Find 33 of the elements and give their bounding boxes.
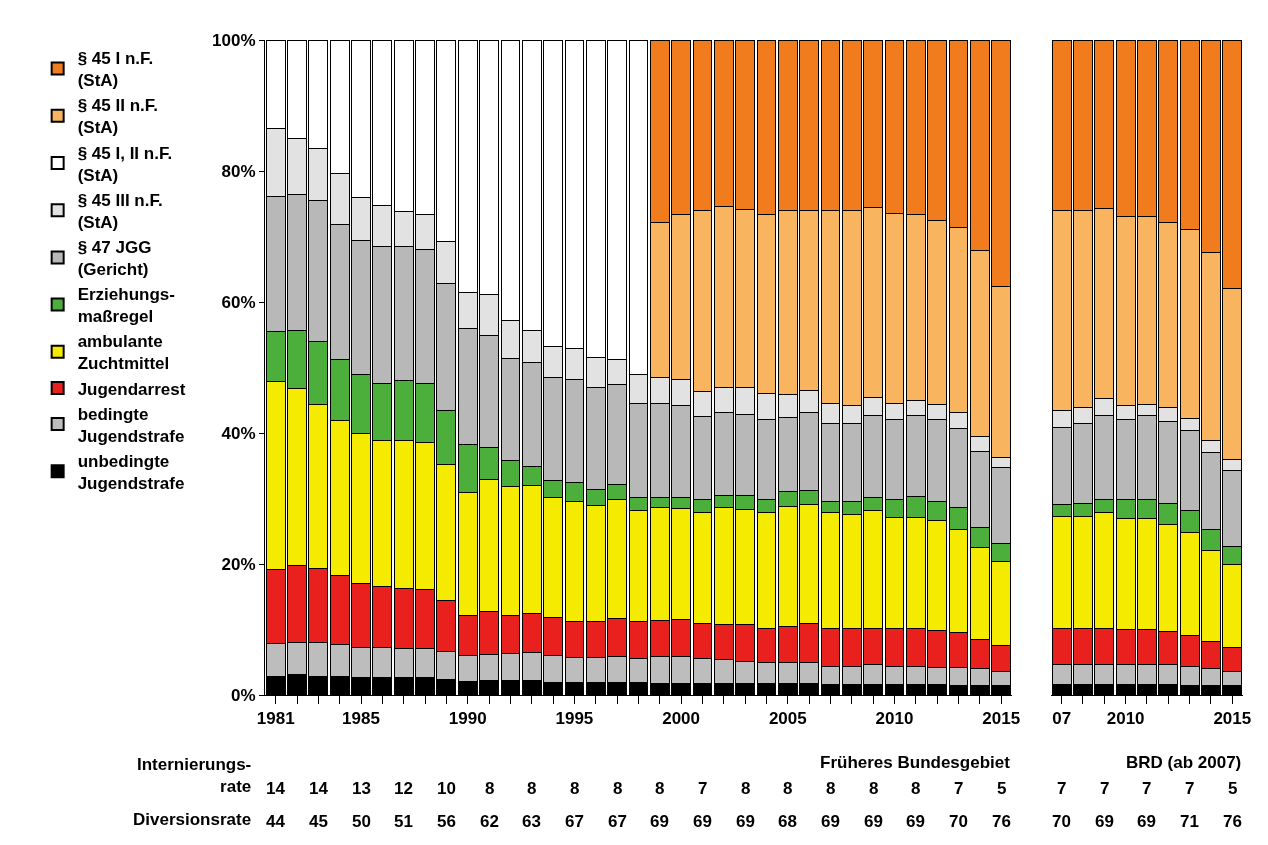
x-tick-label: 07: [1052, 709, 1072, 729]
x-tick-label: 2005: [768, 709, 807, 729]
y-tick-label: 40%: [221, 423, 256, 443]
text: Diversionsrate: [133, 810, 252, 829]
x-tick-label: 1990: [448, 709, 487, 729]
text: 7 7 7 7 5: [1057, 779, 1238, 798]
x-tick-label: 2010: [1106, 709, 1145, 729]
legend-label: § 45 II n.F. (StA): [77, 96, 158, 138]
legend-label: § 45 I, II n.F. (StA): [77, 143, 173, 185]
legend-label: ambulante Zuchtmittel: [77, 332, 170, 374]
text: Internierungs- rate: [137, 755, 252, 797]
y-tick-label: 80%: [221, 161, 256, 181]
legend-label: § 45 III n.F. (StA): [77, 190, 163, 232]
x-tick-label: 1995: [555, 709, 594, 729]
text: Früheres Bundesgebiet: [820, 753, 1011, 772]
y-tick-label: 60%: [221, 292, 256, 312]
text: BRD (ab 2007): [1126, 753, 1242, 772]
y-tick-label: 0%: [231, 685, 256, 705]
x-tick-label: 2010: [875, 709, 914, 729]
y-tick-label: 20%: [221, 554, 256, 574]
legend-label: § 45 I n.F. (StA): [77, 49, 154, 91]
text: 70 69 69 71 76: [1052, 812, 1242, 831]
x-tick-label: 2015: [982, 709, 1021, 729]
legend-label: § 47 JGG (Gericht): [77, 237, 152, 280]
text: 44 45 50 51 56 62 63 67 67 69 69 69 68 69 69 69 70 76: [266, 812, 1011, 831]
y-tick-label: 100%: [212, 30, 256, 50]
legend-label: unbedingte Jugendstrafe: [77, 451, 185, 493]
text: 14 14 13 12 10 8 8 8 8 8 7 8 8 8 8 8 7 5: [266, 779, 1007, 798]
x-tick-label: 2015: [1213, 709, 1252, 729]
x-tick-label: 1981: [256, 709, 295, 729]
x-tick-label: 2000: [662, 709, 700, 729]
x-tick-label: 1985: [342, 709, 380, 729]
legend-label: Jugendarrest: [77, 379, 186, 399]
